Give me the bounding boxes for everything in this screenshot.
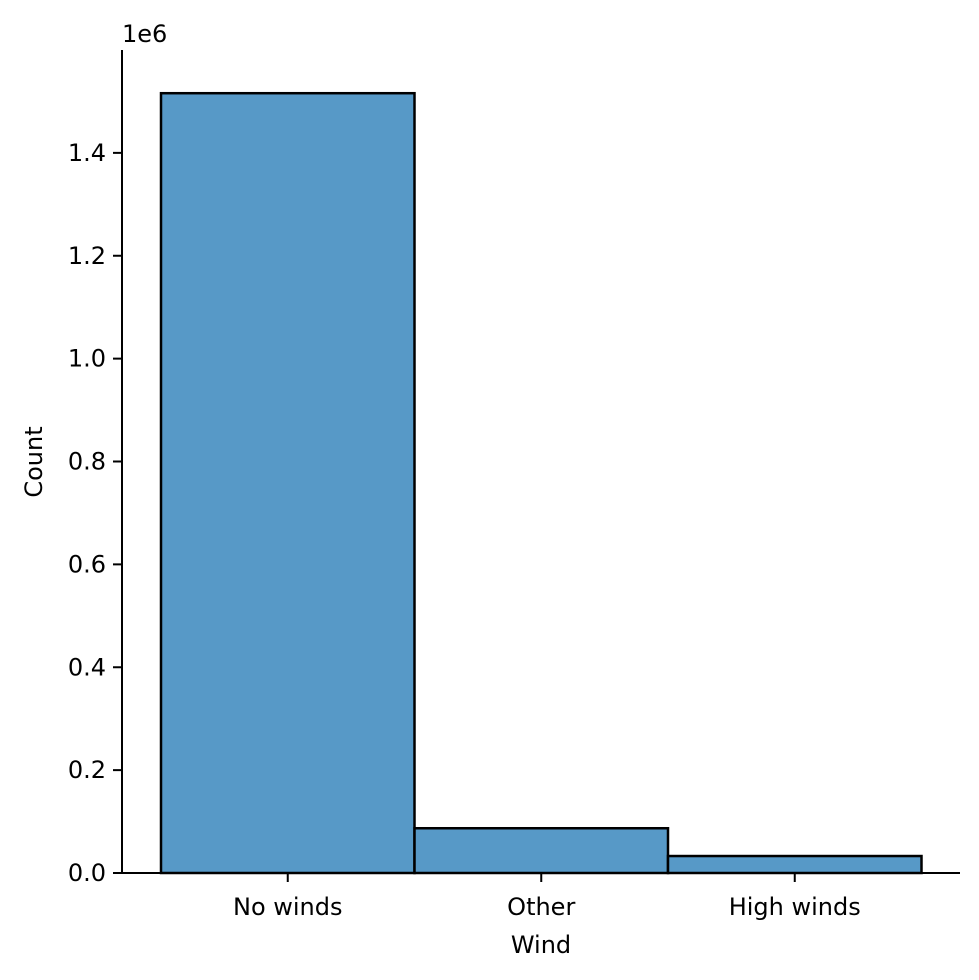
x-tick-label: Other bbox=[507, 893, 575, 921]
y-tick-label: 0.8 bbox=[68, 448, 106, 476]
x-tick-label: No winds bbox=[233, 893, 343, 921]
x-tick-label: High winds bbox=[729, 893, 861, 921]
x-axis: No winds Other High winds bbox=[122, 872, 960, 921]
x-axis-label: Wind bbox=[511, 931, 571, 959]
bar-high-winds bbox=[666, 854, 923, 875]
y-tick-label: 0.0 bbox=[68, 859, 106, 887]
y-axis: 0.0 0.2 0.4 0.6 0.8 1.0 1.2 1.4 bbox=[68, 50, 123, 887]
y-tick-label: 1.0 bbox=[68, 345, 106, 373]
y-tick-label: 0.2 bbox=[68, 756, 106, 784]
bar-no-winds bbox=[159, 91, 416, 875]
y-axis-label: Count bbox=[20, 426, 48, 497]
bars-group bbox=[159, 91, 923, 875]
y-tick-label: 0.6 bbox=[68, 550, 106, 578]
y-tick-label: 0.4 bbox=[68, 653, 106, 681]
bar-other bbox=[413, 826, 670, 875]
y-tick-label: 1.2 bbox=[68, 242, 106, 270]
y-tick-label: 1.4 bbox=[68, 139, 106, 167]
y-axis-offset-label: 1e6 bbox=[122, 20, 167, 48]
